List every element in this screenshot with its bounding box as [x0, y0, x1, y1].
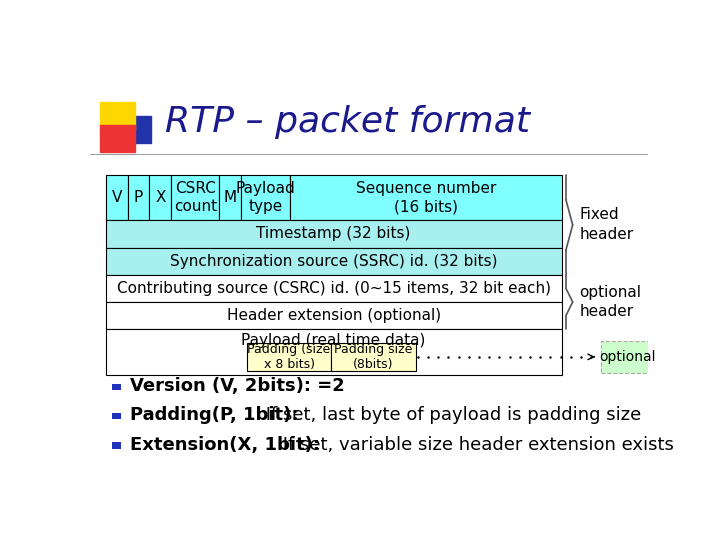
Bar — [247, 343, 331, 371]
Text: Padding (size
x 8 bits): Padding (size x 8 bits) — [248, 343, 330, 371]
Text: If set, variable size header extension exists: If set, variable size header extension e… — [277, 436, 674, 454]
Text: Version (V, 2bits): =2: Version (V, 2bits): =2 — [130, 377, 344, 395]
Bar — [106, 275, 562, 302]
Text: Fixed
header: Fixed header — [580, 207, 634, 242]
Bar — [117, 116, 151, 143]
Text: M: M — [223, 190, 237, 205]
Bar — [600, 341, 654, 373]
Bar — [112, 384, 121, 390]
Text: P: P — [134, 190, 143, 205]
Bar — [106, 329, 562, 375]
Text: Extension(X, 1bit):: Extension(X, 1bit): — [130, 436, 320, 454]
Text: Contributing source (CSRC) id. (0~15 items, 32 bit each): Contributing source (CSRC) id. (0~15 ite… — [117, 281, 551, 296]
Text: Payload (real time data): Payload (real time data) — [241, 333, 426, 348]
Bar — [112, 442, 121, 449]
Text: X: X — [155, 190, 166, 205]
Text: Padding size
(8bits): Padding size (8bits) — [334, 343, 413, 371]
Text: If set, last byte of payload is padding size: If set, last byte of payload is padding … — [260, 407, 642, 424]
Text: Padding(P, 1bit):: Padding(P, 1bit): — [130, 407, 298, 424]
Bar — [112, 413, 121, 420]
Bar — [331, 343, 415, 371]
Bar — [100, 125, 135, 152]
Text: Synchronization source (SSRC) id. (32 bits): Synchronization source (SSRC) id. (32 bi… — [170, 254, 498, 269]
Text: optional
header: optional header — [580, 285, 642, 319]
Text: V: V — [112, 190, 122, 205]
Text: Payload
type: Payload type — [235, 181, 295, 214]
Text: Sequence number
(16 bits): Sequence number (16 bits) — [356, 181, 496, 214]
Bar — [106, 175, 127, 220]
Bar — [106, 302, 562, 329]
Bar — [100, 102, 135, 129]
Bar — [106, 247, 562, 275]
Text: Timestamp (32 bits): Timestamp (32 bits) — [256, 226, 410, 241]
Bar — [219, 175, 241, 220]
Bar — [127, 175, 149, 220]
Text: RTP – packet format: RTP – packet format — [166, 105, 531, 139]
Bar — [171, 175, 219, 220]
Bar — [106, 220, 562, 247]
Text: optional: optional — [599, 350, 655, 364]
Bar — [241, 175, 290, 220]
Bar — [149, 175, 171, 220]
Bar — [290, 175, 562, 220]
Text: Header extension (optional): Header extension (optional) — [227, 308, 441, 323]
Text: CSRC
count: CSRC count — [174, 181, 217, 214]
